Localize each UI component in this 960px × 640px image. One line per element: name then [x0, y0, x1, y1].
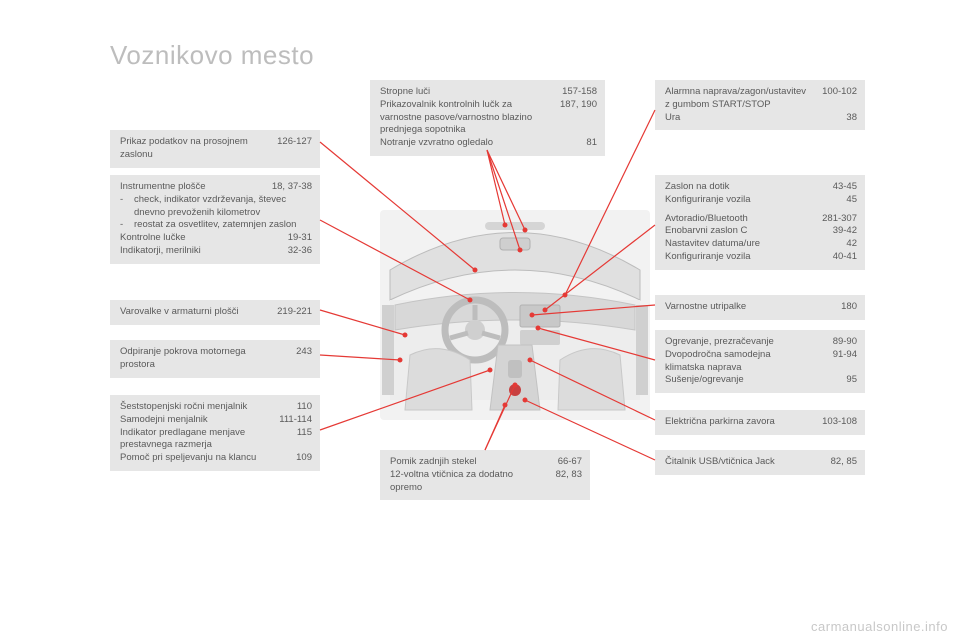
page-ref: 82, 85 [813, 456, 857, 469]
box-label: Prikaz podatkov na prosojnem zaslonu [120, 136, 262, 162]
box-label: Pomoč pri speljevanju na klancu [120, 452, 262, 465]
box-label: Sušenje/ogrevanje [665, 374, 807, 387]
box-gearbox: Šeststopenjski ročni menjalnik 110 Samodej… [110, 395, 320, 471]
page-ref: 39-42 [813, 225, 857, 238]
box-instrument-panel: Instrumentne plošče18, 37-38-check, indi… [110, 175, 320, 264]
page-ref: 19-31 [268, 232, 312, 245]
box-label: Indikatorji, merilniki [120, 245, 262, 258]
page-ref: 187, 190 [553, 99, 597, 137]
page-title: Voznikovo mesto [110, 40, 314, 71]
box-label: Zaslon na dotik [665, 181, 807, 194]
box-label: Notranje vzvratno ogledalo [380, 137, 547, 150]
box-parking-brake: Električna parkirna zavora 103-108 [655, 410, 865, 435]
box-label: Avtoradio/Bluetooth [665, 213, 807, 226]
page-ref: 110 [268, 401, 312, 414]
box-alarm-startstop: Alarmna naprava/zagon/ustavitev z gumbom… [655, 80, 865, 130]
page-ref: 45 [813, 194, 857, 207]
box-label: Instrumentne plošče [120, 181, 262, 194]
box-label: Samodejni menjalnik [120, 414, 262, 427]
page-ref: 40-41 [813, 251, 857, 264]
box-ceiling-lights: Stropne luči 157-158 Prikazovalnik kontrol… [370, 80, 605, 156]
page-ref: 66-67 [538, 456, 582, 469]
box-label: Odpiranje pokrova motornega prostora [120, 346, 262, 372]
box-label: Čitalnik USB/vtičnica Jack [665, 456, 807, 469]
box-label: Alarmna naprava/zagon/ustavitev z gumbom… [665, 86, 807, 112]
page-ref: 111-114 [268, 414, 312, 427]
box-label: check, indikator vzdrževanja, števec dne… [134, 194, 312, 220]
box-touchscreen: Zaslon na dotik 43-45 Konfiguriranje vozil… [655, 175, 865, 270]
box-label: Šeststopenjski ročni menjalnik [120, 401, 262, 414]
page-ref: 281-307 [813, 213, 857, 226]
box-label: Varovalke v armaturni plošči [120, 306, 262, 319]
box-label: Varnostne utripalke [665, 301, 807, 314]
box-label: Ogrevanje, prezračevanje [665, 336, 807, 349]
page-ref: 81 [553, 137, 597, 150]
page-ref: 42 [813, 238, 857, 251]
page-ref: 219-221 [268, 306, 312, 319]
box-label: Pomik zadnjih stekel [390, 456, 532, 469]
box-label: 12-voltna vtičnica za dodatno opremo [390, 469, 532, 495]
page-ref: 115 [268, 427, 312, 453]
box-fuses: Varovalke v armaturni plošči 219-221 [110, 300, 320, 325]
box-label: reostat za osvetlitev, zatemnjen zaslon [134, 219, 312, 232]
page-ref: 243 [268, 346, 312, 372]
page-ref: 38 [813, 112, 857, 125]
box-label: Stropne luči [380, 86, 547, 99]
box-heating: Ogrevanje, prezračevanje 89-90 Dvopodročna… [655, 330, 865, 393]
page-ref: 82, 83 [538, 469, 582, 495]
page-ref: 43-45 [813, 181, 857, 194]
page-ref: 103-108 [813, 416, 857, 429]
box-headup-display: Prikaz podatkov na prosojnem zaslonu126-… [110, 130, 320, 168]
page-ref: 109 [268, 452, 312, 465]
box-hazard-lights: Varnostne utripalke 180 [655, 295, 865, 320]
page-ref: 32-36 [268, 245, 312, 258]
page-ref: 126-127 [268, 136, 312, 162]
box-label: Ura [665, 112, 807, 125]
box-label: Prikazovalnik kontrolnih lučk za varnost… [380, 99, 547, 137]
page-ref: 100-102 [813, 86, 857, 112]
page-ref: 95 [813, 374, 857, 387]
box-label: Dvopodročna samodejna klimatska naprava [665, 349, 807, 375]
page-ref: 180 [813, 301, 857, 314]
box-label: Konfiguriranje vozila [665, 194, 807, 207]
page-ref: 89-90 [813, 336, 857, 349]
box-label: Indikator predlagane menjave prestavnega… [120, 427, 262, 453]
interior-diagram [380, 210, 650, 420]
page-ref: 91-94 [813, 349, 857, 375]
box-label: Enobarvni zaslon C [665, 225, 807, 238]
page-ref: 157-158 [553, 86, 597, 99]
box-bonnet: Odpiranje pokrova motornega prostora243 [110, 340, 320, 378]
box-label: Konfiguriranje vozila [665, 251, 807, 264]
box-label: Nastavitev datuma/ure [665, 238, 807, 251]
box-label: Električna parkirna zavora [665, 416, 807, 429]
box-rear-windows: Pomik zadnjih stekel 66-67 12-voltna vtičn… [380, 450, 590, 500]
page-ref: 18, 37-38 [268, 181, 312, 194]
watermark: carmanualsonline.info [811, 619, 948, 634]
box-usb-jack: Čitalnik USB/vtičnica Jack 82, 85 [655, 450, 865, 475]
box-label: Kontrolne lučke [120, 232, 262, 245]
